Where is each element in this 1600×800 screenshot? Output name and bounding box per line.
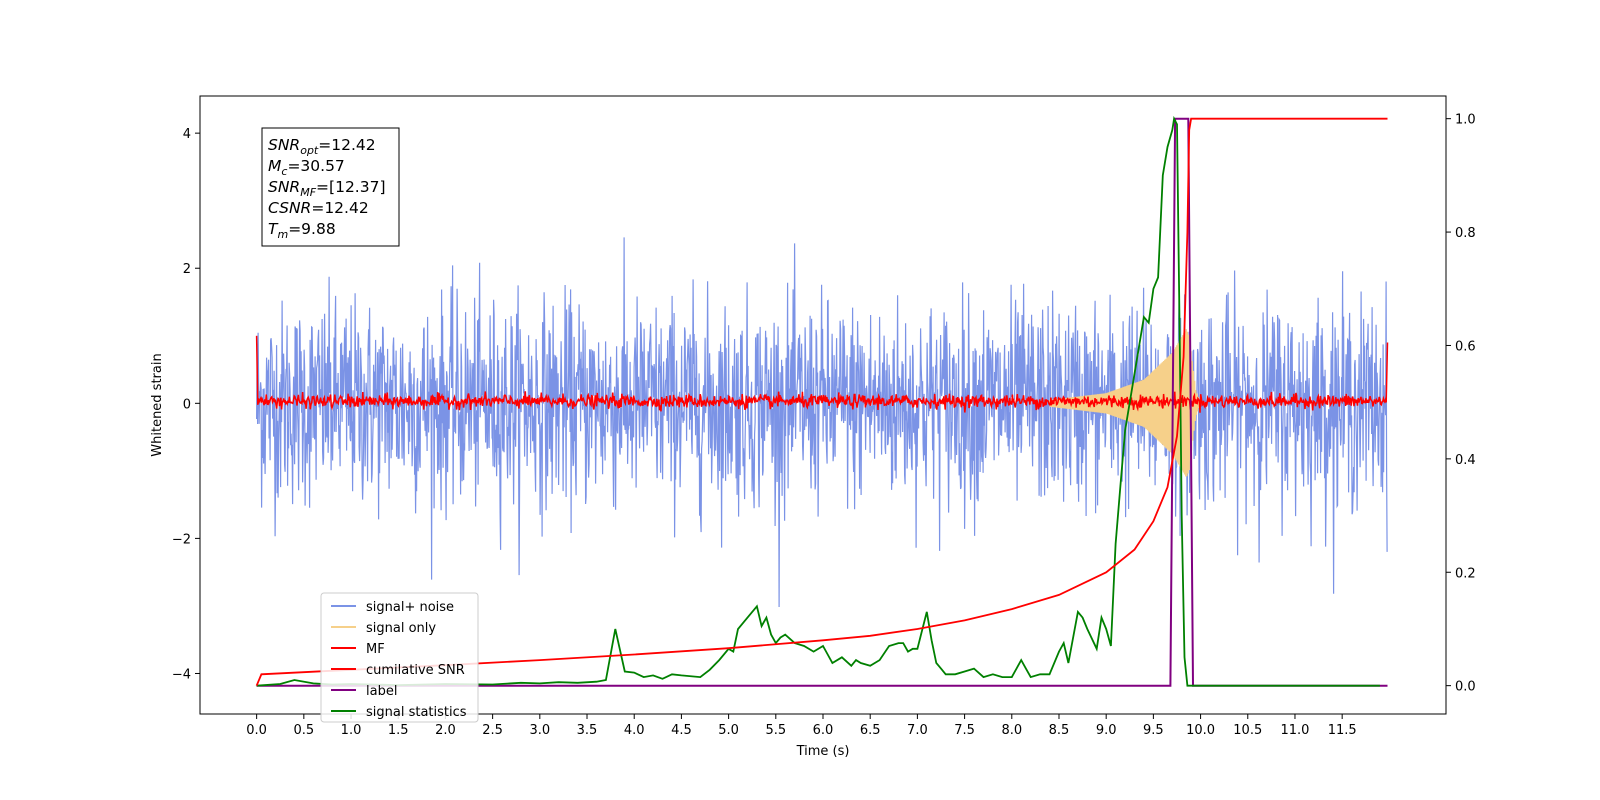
x-axis-label: Time (s): [796, 744, 850, 759]
x-tick-label: 9.5: [1143, 723, 1164, 738]
x-tick-label: 1.0: [341, 723, 362, 738]
x-tick-label: 11.0: [1280, 723, 1309, 738]
x-tick-label: 8.5: [1049, 723, 1070, 738]
x-tick-label: 10.5: [1233, 723, 1262, 738]
y-axis-label-left: Whitened strain: [150, 353, 165, 456]
x-tick-label: 11.5: [1328, 723, 1357, 738]
legend: signal+ noise signal only MF cumilative SNR…: [320, 592, 479, 723]
mf-line: [255, 335, 1389, 413]
legend-frame: [320, 592, 479, 723]
legend-label: signal+ noise: [366, 600, 454, 615]
y-left-tick-label: 4: [183, 127, 191, 142]
y-right-tick-label: 0.8: [1455, 226, 1476, 241]
y-axis-right: 0.0 0.2 0.4 0.6 0.8 1.0: [1446, 113, 1476, 695]
y-right-tick-label: 0.4: [1455, 453, 1476, 468]
x-tick-label: 9.0: [1096, 723, 1117, 738]
y-left-tick-label: 2: [183, 262, 191, 277]
y-left-tick-label: −4: [172, 667, 191, 682]
x-tick-label: 10.0: [1186, 723, 1215, 738]
x-tick-label: 2.5: [482, 723, 503, 738]
annotation-box: SNRopt=12.42Mc=30.57SNRMF=[12.37]CSNR=12…: [261, 127, 400, 247]
x-tick-label: 4.0: [624, 723, 645, 738]
x-tick-label: 5.0: [718, 723, 739, 738]
x-tick-label: 0.0: [246, 723, 267, 738]
x-tick-label: 3.0: [529, 723, 550, 738]
x-tick-label: 6.5: [860, 723, 881, 738]
x-tick-label: 4.5: [671, 723, 692, 738]
right-axis-series: [255, 115, 1388, 687]
legend-label: signal only: [366, 621, 436, 636]
x-tick-label: 5.5: [765, 723, 786, 738]
annotation-frame: [261, 127, 400, 247]
y-left-tick-label: −2: [172, 532, 191, 547]
annotation-line: SNRMF=[12.37]: [268, 178, 386, 199]
x-tick-label: 6.0: [813, 723, 834, 738]
annotation-line: Mc=30.57: [268, 157, 345, 178]
x-tick-label: 7.0: [907, 723, 928, 738]
y-right-tick-label: 0.6: [1455, 339, 1476, 354]
y-left-tick-label: 0: [183, 397, 191, 412]
legend-label: signal statistics: [366, 705, 467, 720]
x-tick-label: 2.0: [435, 723, 456, 738]
x-tick-label: 8.0: [1001, 723, 1022, 738]
signal-statistics-line: [256, 115, 1380, 687]
legend-label: cumilative SNR: [366, 663, 465, 678]
x-tick-label: 7.5: [954, 723, 975, 738]
x-tick-label: 0.5: [293, 723, 314, 738]
annotation-line: SNRopt=12.42: [268, 136, 376, 157]
y-right-tick-label: 0.0: [1455, 680, 1476, 695]
series-signal-noise: [256, 237, 1388, 608]
x-tick-label: 3.5: [577, 723, 598, 738]
annotation-line: Tm=9.88: [268, 220, 336, 241]
annotation-line: CSNR=12.42: [268, 199, 369, 217]
legend-label: label: [366, 684, 397, 699]
y-axis-left: −4 −2 0 2 4: [172, 127, 200, 682]
x-tick-label: 1.5: [388, 723, 409, 738]
x-axis: 0.0 0.5 1.0 1.5 2.0 2.5 3.0 3.5 4.0 4.5 5.0 5.5 6.0 6…: [246, 714, 1357, 738]
y-right-tick-label: 1.0: [1455, 113, 1476, 128]
signal-noise-line: [256, 237, 1388, 608]
y-right-tick-label: 0.2: [1455, 566, 1476, 581]
cumulative-snr-line: [255, 117, 1388, 687]
legend-label: MF: [366, 642, 385, 657]
series-mf: [255, 335, 1389, 413]
